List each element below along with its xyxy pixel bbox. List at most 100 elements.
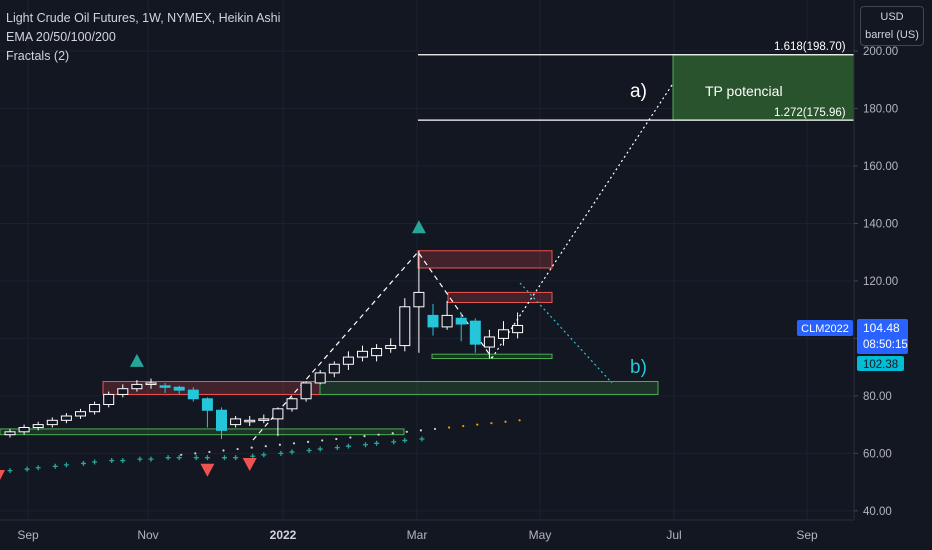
ema-dot [264,445,267,448]
indicator-ema-label[interactable]: EMA 20/50/100/200 [6,30,116,44]
candle-body [60,415,72,421]
ema-cross [165,455,171,461]
ema-cross [35,465,41,471]
ema-cross [363,442,368,448]
resistance-zone [447,291,553,303]
candle-body [286,398,298,410]
ema-badge [857,356,904,371]
support-zone [431,353,553,360]
last-price-text: 104.48 [863,321,900,335]
candle-body [300,382,312,400]
time-tick-label: May [529,528,552,542]
countdown-text: 08:50:15 [863,339,908,351]
ema-dot [250,446,253,449]
time-tick-label: Sep [796,528,818,542]
chart-zones [0,54,855,436]
ema-dot [490,422,493,425]
ema-cross [193,455,199,461]
fractal-down-marker [0,470,5,480]
candle-body [131,383,143,390]
candle-body [18,426,30,433]
candle-body [512,324,524,334]
candle-body [413,291,425,308]
currency-unit-selector[interactable]: USD barrel (US) [860,6,924,46]
ema-dot [194,452,197,455]
chart-title: Light Crude Oil Futures, 1W, NYMEX, Heik… [6,11,281,25]
scenario-a-label: a) [630,81,647,102]
ema-dot [419,429,422,432]
scenario-b-path [519,282,613,384]
ema-dot [278,443,281,446]
projection-path [252,251,493,441]
candle-body [159,385,171,388]
price-tick-label: 80.00 [863,391,892,403]
ema-dot [222,449,225,452]
price-tick-label: 160.00 [863,161,898,173]
ema-dot-series [7,419,521,474]
candle-body [173,386,185,391]
ema-dot [504,420,507,423]
ema-dot [405,430,408,433]
ema-cross [334,445,340,451]
price-axis-panel [854,0,932,520]
candle-body [314,372,326,384]
candle-body [46,419,58,426]
currency-label: USD [880,11,904,23]
ema-dot [377,433,380,436]
ema-cross [261,452,267,458]
ema-dot [292,442,296,445]
candle-body [187,389,199,400]
ema-cross [109,458,115,464]
last-price-badge [857,319,908,354]
candle-body [483,336,495,348]
ema-cross [148,456,154,462]
fractal-up-marker [411,220,426,234]
ema-cross [289,449,295,455]
price-tick-label: 120.00 [863,276,898,288]
candle-body [258,418,270,421]
ema-dot [476,423,479,426]
candle-body [103,393,115,406]
symbol-badge-text: CLM2022 [801,323,849,335]
ema-cross [120,458,126,464]
candle-body [427,314,439,328]
ema-cross [419,436,425,442]
candle-body [4,431,16,436]
ema-dot [448,426,451,429]
indicator-fractals-label[interactable]: Fractals (2) [6,49,70,63]
ema-badge-text: 102.38 [863,359,898,371]
candle-body [469,320,481,345]
ema-dot [391,432,394,435]
candle-series [4,250,524,439]
support-zone [0,428,405,436]
symbol-badge [797,320,853,336]
ema-dot [208,450,211,454]
ema-dot [236,447,239,451]
candle-body [498,329,509,339]
ema-cross [345,443,351,449]
chart-legend: Light Crude Oil Futures, 1W, NYMEX, Heik… [6,9,280,66]
ema-cross [317,446,323,452]
time-tick-label: Sep [17,528,39,542]
candle-body [244,419,256,423]
ema-dot [321,439,324,442]
ema-cross [81,460,86,466]
candle-body [455,317,467,325]
ema-dot [307,440,310,443]
candle-body [117,388,129,395]
price-tick-label: 140.00 [863,218,898,230]
ema-cross [176,455,182,461]
ema-cross [306,447,312,453]
candle-body [145,382,157,385]
ema-dot [433,427,437,431]
candle-body [342,356,354,365]
candle-body [357,350,368,358]
tp-zone-label: TP potencial [705,83,783,99]
tp-zone [672,54,855,121]
ema-cross [63,462,69,468]
time-tick-label: Nov [137,528,158,542]
ema-dot [363,435,366,438]
candle-body [201,398,213,411]
scenario-a-path [491,84,673,359]
